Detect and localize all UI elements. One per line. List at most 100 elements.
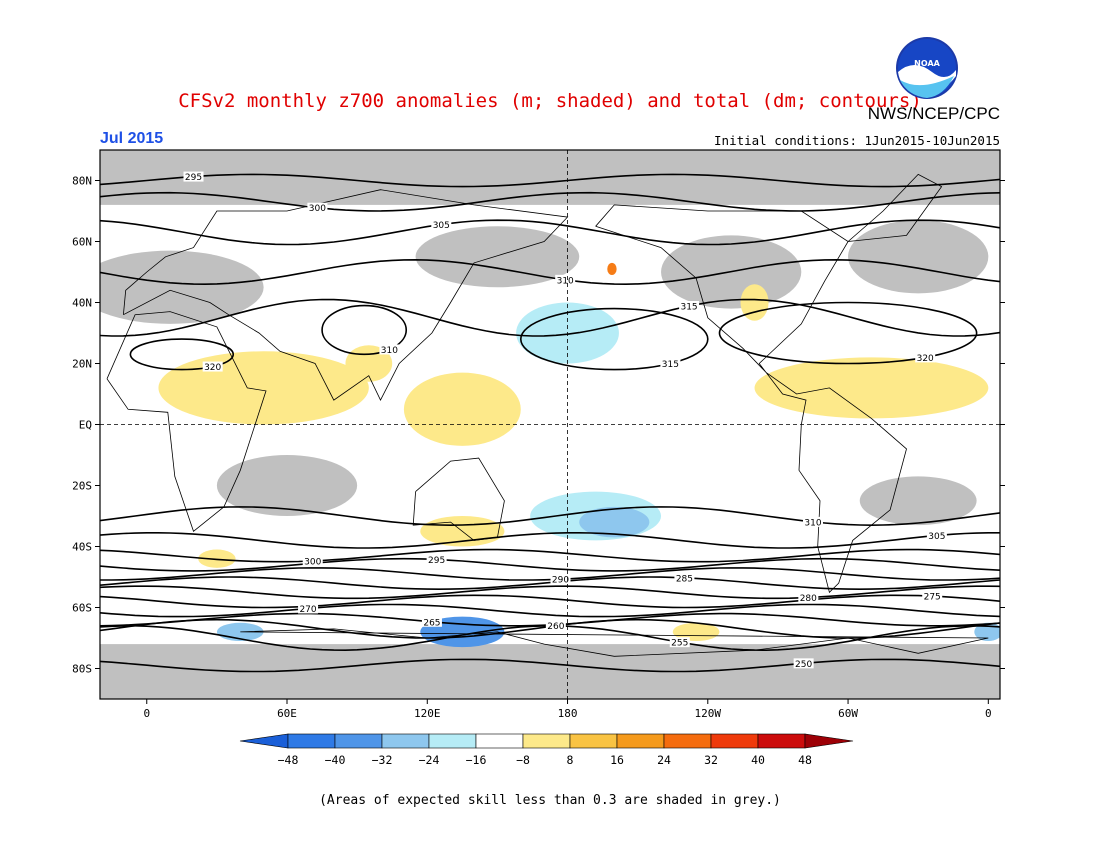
contour-label-bg [307, 202, 328, 213]
coastline [847, 173, 943, 242]
contour-label-bg [298, 603, 319, 614]
lon-tick-label: 0 [143, 707, 150, 720]
height-contour [100, 548, 1000, 563]
height-contours [100, 173, 1000, 673]
skill-grey-region [216, 455, 358, 516]
colorbar-label: −8 [516, 753, 530, 767]
height-contour [100, 576, 1000, 591]
contour-label-bg [922, 591, 943, 602]
contour-label: 280 [800, 594, 817, 604]
contour-label: 305 [928, 532, 945, 542]
map-area: 295 300 305 310 315 310 305 300 295 290 285 280 275 2… [100, 150, 1000, 699]
coastline [595, 204, 907, 594]
lat-tick-label: 60S [72, 602, 92, 615]
height-contour [100, 658, 1000, 673]
contour-label-bg [679, 300, 700, 311]
contour-label-bg [426, 554, 447, 565]
contour-label: 300 [304, 557, 321, 567]
contour-label-bg [302, 555, 323, 566]
anomaly-region [740, 284, 769, 321]
contour-label: 270 [299, 605, 316, 615]
height-contour [100, 594, 1000, 609]
map-axes: 80N 60N 40N 20N EQ 20S 40S 60S 80S 0 60E 120E 180 120… [72, 175, 1005, 720]
contour-label-bg [802, 516, 823, 527]
lat-tick-label: 60N [72, 236, 92, 249]
height-contour [100, 173, 1000, 188]
colorbar-box [475, 733, 524, 749]
colorbar-label: −40 [325, 753, 346, 767]
colorbar-label: −32 [372, 753, 393, 767]
lon-tick-label: 120E [414, 707, 441, 720]
contour-label-bg [555, 274, 576, 285]
lat-tick-label: 40N [72, 297, 92, 310]
skill-grey-region [859, 476, 977, 526]
contour-label: 320 [204, 363, 221, 373]
contour-label-bg [793, 658, 814, 669]
height-contour [100, 557, 1000, 572]
lon-tick-label: 0 [985, 707, 992, 720]
colorbar-box [287, 733, 336, 749]
colorbar-box [616, 733, 665, 749]
contour-label: 295 [428, 556, 445, 566]
contour-label-bg [915, 352, 936, 363]
coastline [123, 189, 569, 402]
lat-tick-label: EQ [79, 419, 92, 432]
contour-label-bg [798, 592, 819, 603]
contour-label-bg [660, 358, 681, 369]
contour-label: 310 [381, 346, 398, 356]
lat-tick-label: 80S [72, 663, 92, 676]
height-contour [100, 298, 1000, 337]
contour-label: 315 [662, 360, 679, 370]
colorbar-label: 8 [567, 753, 574, 767]
closed-contour [519, 307, 709, 371]
contour-label-bg [545, 620, 566, 631]
anomaly-region [158, 351, 369, 425]
contour-label-bg [926, 530, 947, 541]
contour-label: 310 [557, 276, 574, 286]
agency-label: NWS/NCEP/CPC [867, 104, 1000, 123]
colorbar-box [522, 733, 571, 749]
height-contour [100, 191, 1000, 212]
contour-label: 250 [795, 660, 812, 670]
contour-label: 295 [185, 173, 202, 183]
colorbar-label: 40 [751, 753, 765, 767]
colorbar-arrow-left [239, 733, 289, 749]
contour-label: 290 [552, 576, 569, 586]
contour-label-bg [379, 344, 400, 355]
skill-grey-region [415, 226, 580, 288]
closed-contour [321, 304, 408, 356]
anomaly-region [403, 372, 521, 446]
closed-contour [129, 338, 235, 371]
closed-contour [718, 301, 978, 365]
colorbar-box [663, 733, 712, 749]
contour-label: 265 [423, 618, 440, 628]
contour-label: 275 [924, 593, 941, 603]
colorbar-label: 16 [610, 753, 624, 767]
height-contour [100, 585, 1000, 600]
colorbar-box [757, 733, 806, 749]
contour-labels: 295 300 305 310 315 310 305 300 295 290 285 280 275 2… [183, 171, 947, 670]
contour-label-bg [183, 171, 204, 182]
skill-grey-region [848, 220, 989, 294]
forecast-month: Jul 2015 [100, 130, 164, 147]
anomaly-region [754, 357, 989, 419]
anomaly-region [607, 262, 617, 276]
colorbar-box [428, 733, 477, 749]
footnote: (Areas of expected skill less than 0.3 a… [319, 793, 781, 808]
initial-conditions: Initial conditions: 1Jun2015-10Jun2015 [714, 133, 1000, 148]
skill-grey-shading [100, 150, 1000, 699]
colorbar-box [710, 733, 759, 749]
colorbar-label: 48 [798, 753, 812, 767]
contour-label: 305 [433, 221, 450, 231]
colorbar-label: 24 [657, 753, 671, 767]
anomaly-shading [158, 262, 1000, 648]
colorbar-label: −48 [278, 753, 299, 767]
height-contour [100, 506, 1000, 527]
height-contour [100, 567, 1000, 581]
colorbar-label: 32 [704, 753, 718, 767]
height-contour [100, 532, 1000, 549]
colorbar-box [334, 733, 383, 749]
coastline [106, 311, 267, 532]
height-contour [100, 219, 1000, 246]
anomaly-region [579, 506, 650, 538]
